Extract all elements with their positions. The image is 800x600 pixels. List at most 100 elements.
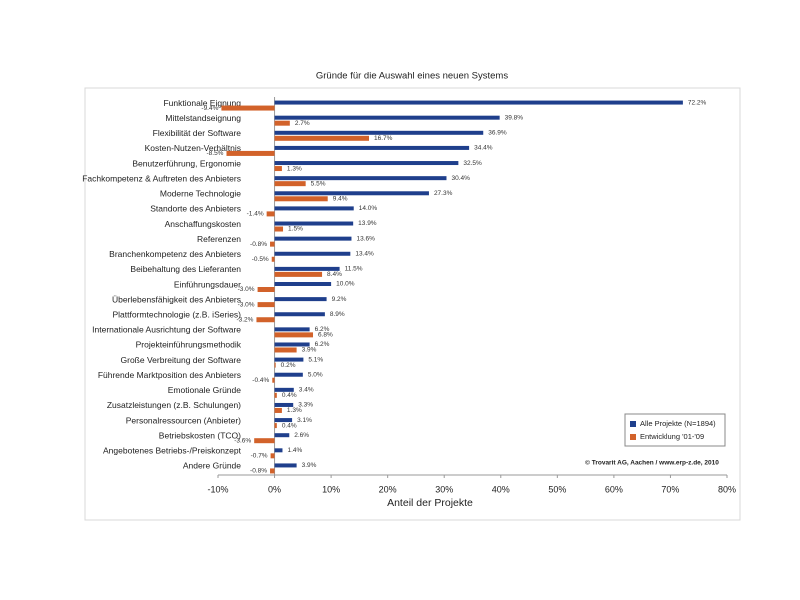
- value-label: 14.0%: [359, 205, 378, 212]
- bar: [270, 468, 275, 474]
- legend-swatch: [630, 421, 636, 427]
- bar: [274, 402, 294, 407]
- bar: [274, 423, 277, 429]
- value-label: 0.4%: [282, 392, 297, 399]
- bar: [274, 135, 370, 141]
- value-label: 13.9%: [358, 220, 377, 227]
- x-tick-label: -10%: [207, 484, 228, 494]
- x-tick-label: 80%: [718, 484, 736, 494]
- category-label: Personalressourcen (Anbieter): [126, 415, 241, 425]
- bar: [274, 226, 284, 232]
- value-label: 36.9%: [488, 130, 507, 137]
- value-label: 5.5%: [311, 180, 326, 187]
- bar: [274, 347, 297, 353]
- category-label: Emotionale Gründe: [168, 385, 242, 395]
- bar: [274, 463, 297, 468]
- bar: [274, 161, 459, 166]
- value-label: 2.7%: [295, 120, 310, 127]
- category-label: Benutzerführung, Ergonomie: [132, 158, 241, 168]
- value-label: 1.5%: [288, 226, 303, 233]
- category-label: Flexibilität der Software: [153, 128, 242, 138]
- value-label: -0.5%: [252, 256, 269, 263]
- value-label: 27.3%: [434, 190, 453, 197]
- bar: [274, 236, 352, 241]
- value-label: 16.7%: [374, 135, 393, 142]
- x-tick-label: 20%: [379, 484, 397, 494]
- bar: [274, 342, 310, 347]
- category-label: Mittelstandseignung: [165, 113, 241, 123]
- category-label: Betriebskosten (TCO): [159, 430, 241, 440]
- value-label: 13.4%: [355, 250, 374, 257]
- bar: [274, 271, 323, 277]
- source-note: © Trovarit AG, Aachen / www.erp-z.de, 20…: [585, 459, 719, 467]
- value-label: -0.8%: [250, 241, 267, 248]
- x-tick-label: 40%: [492, 484, 510, 494]
- bar: [274, 206, 354, 211]
- value-label: 3.4%: [299, 387, 314, 394]
- bar: [274, 221, 354, 226]
- bar: [274, 166, 282, 172]
- bar: [272, 377, 275, 383]
- value-label: 3.9%: [302, 462, 317, 469]
- bar: [274, 362, 276, 368]
- x-tick-label: 0%: [268, 484, 281, 494]
- value-label: 6.2%: [315, 326, 330, 333]
- legend-box: [624, 413, 726, 447]
- value-label: 39.8%: [505, 114, 524, 121]
- x-tick-label: 30%: [435, 484, 453, 494]
- value-label: -1.4%: [247, 211, 264, 218]
- bar: [270, 453, 275, 459]
- value-label: -3.2%: [236, 316, 253, 323]
- value-label: 13.6%: [356, 235, 375, 242]
- x-tick-label: 10%: [322, 484, 340, 494]
- value-label: 1.3%: [287, 407, 302, 414]
- value-label: 9.2%: [332, 296, 347, 303]
- value-label: 8.9%: [330, 311, 345, 318]
- value-label: -3.0%: [238, 301, 255, 308]
- bar: [257, 287, 275, 292]
- value-label: -9.4%: [201, 105, 218, 112]
- bar: [274, 372, 303, 377]
- bar: [274, 130, 484, 135]
- bar: [274, 100, 683, 105]
- x-tick-label: 50%: [548, 484, 566, 494]
- x-tick-label: 60%: [605, 484, 623, 494]
- legend-label: Entwicklung '01-'09: [640, 432, 704, 441]
- bar: [274, 120, 290, 126]
- category-label: Plattformtechnologie (z.B. iSeries): [113, 309, 242, 319]
- value-label: 6.8%: [318, 332, 333, 339]
- bar: [274, 312, 325, 317]
- value-label: 30.4%: [451, 175, 470, 182]
- category-label: Beibehaltung des Lieferanten: [130, 264, 241, 274]
- bar: [274, 327, 310, 332]
- value-label: -0.7%: [251, 453, 268, 460]
- category-label: Führende Marktposition des Anbieters: [98, 370, 241, 380]
- bar: [226, 150, 275, 156]
- bar: [274, 266, 340, 271]
- category-label: Projekteinführungsmethodik: [136, 340, 242, 350]
- bar: [274, 407, 282, 413]
- bar: [274, 418, 293, 423]
- value-label: 6.2%: [315, 341, 330, 348]
- bar: [274, 297, 327, 302]
- category-label: Standorte des Anbieters: [150, 204, 241, 214]
- value-label: 8.4%: [327, 271, 342, 278]
- category-label: Kosten-Nutzen-Verhältnis: [145, 143, 241, 153]
- bar: [274, 181, 306, 187]
- bar: [274, 115, 500, 120]
- bar: [274, 145, 470, 150]
- value-label: 0.4%: [282, 422, 297, 429]
- legend-label: Alle Projekte (N=1894): [640, 419, 716, 428]
- category-label: Referenzen: [197, 234, 241, 244]
- bar: [271, 256, 275, 262]
- chart-frame: [84, 87, 741, 521]
- value-label: 11.5%: [345, 266, 363, 273]
- value-label: 2.6%: [294, 432, 309, 439]
- category-label: Zusatzleistungen (z.B. Schulungen): [107, 400, 241, 410]
- bar: [274, 251, 351, 256]
- bar: [274, 448, 283, 453]
- bar: [274, 433, 290, 438]
- bar: [274, 332, 314, 338]
- category-label: Andere Gründe: [183, 461, 241, 471]
